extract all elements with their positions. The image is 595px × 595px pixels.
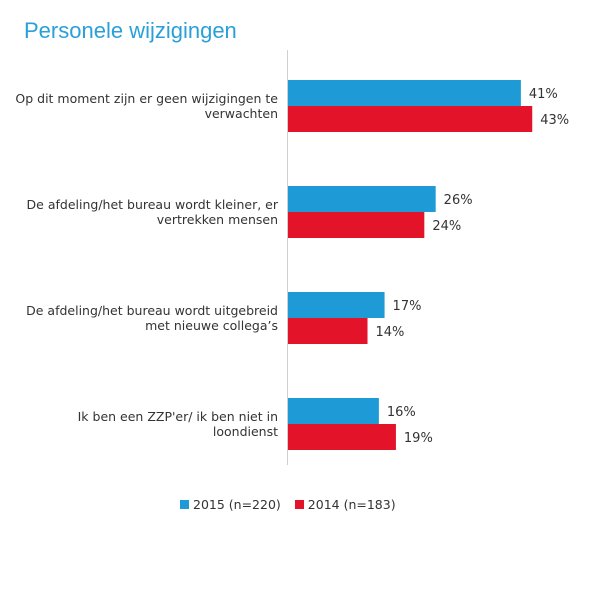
bar-2015-cat-3 [288,292,385,318]
value-label-2014-cat-2: 24% [432,219,461,234]
bar-2015-cat-4 [288,398,379,424]
value-label-2015-cat-3: 17% [393,299,422,314]
legend-swatch-2014 [294,500,304,509]
chart-title: Personele wijzigingen [24,18,237,43]
value-label-2014-cat-3: 14% [376,325,405,340]
bar-2014-cat-4 [288,424,396,450]
bar-2014-cat-1 [288,106,533,132]
legend-label-2015: 2015 (n=220) [193,497,281,512]
bar-2014-cat-3 [288,318,368,344]
legend-item-2014: 2014 (n=183) [294,497,396,512]
value-label-2015-cat-1: 41% [529,87,558,102]
category-label-1: Op dit moment zijn er geen wijzigingen t… [0,80,278,132]
bars-group [288,80,533,450]
value-label-2015-cat-4: 16% [387,405,416,420]
bar-2015-cat-1 [288,80,521,106]
value-label-2014-cat-4: 19% [404,431,433,446]
value-label-2015-cat-2: 26% [444,193,473,208]
category-label-text: Op dit moment zijn er geen wijzigingen t… [15,91,278,121]
category-label-text: De afdeling/het bureau wordt uitgebreid … [26,303,278,333]
bar-2015-cat-2 [288,186,436,212]
category-label-text: De afdeling/het bureau wordt kleiner, er… [26,197,278,227]
legend-swatch-2015 [180,500,189,509]
category-label-4: Ik ben een ZZP'er/ ik ben niet in loondi… [0,398,278,450]
category-label-3: De afdeling/het bureau wordt uitgebreid … [0,292,278,344]
category-label-text: Ik ben een ZZP'er/ ik ben niet in loondi… [77,409,278,439]
legend-item-2015: 2015 (n=220) [180,497,281,512]
legend-label-2014: 2014 (n=183) [307,497,396,512]
value-labels-group: 41% 43% 26% 24% 17% 14% 16% 19% [376,87,570,446]
legend: 2015 (n=220) 2014 (n=183) [180,497,410,512]
value-label-2014-cat-1: 43% [540,113,569,128]
category-label-2: De afdeling/het bureau wordt kleiner, er… [0,186,278,238]
bar-2014-cat-2 [288,212,425,238]
